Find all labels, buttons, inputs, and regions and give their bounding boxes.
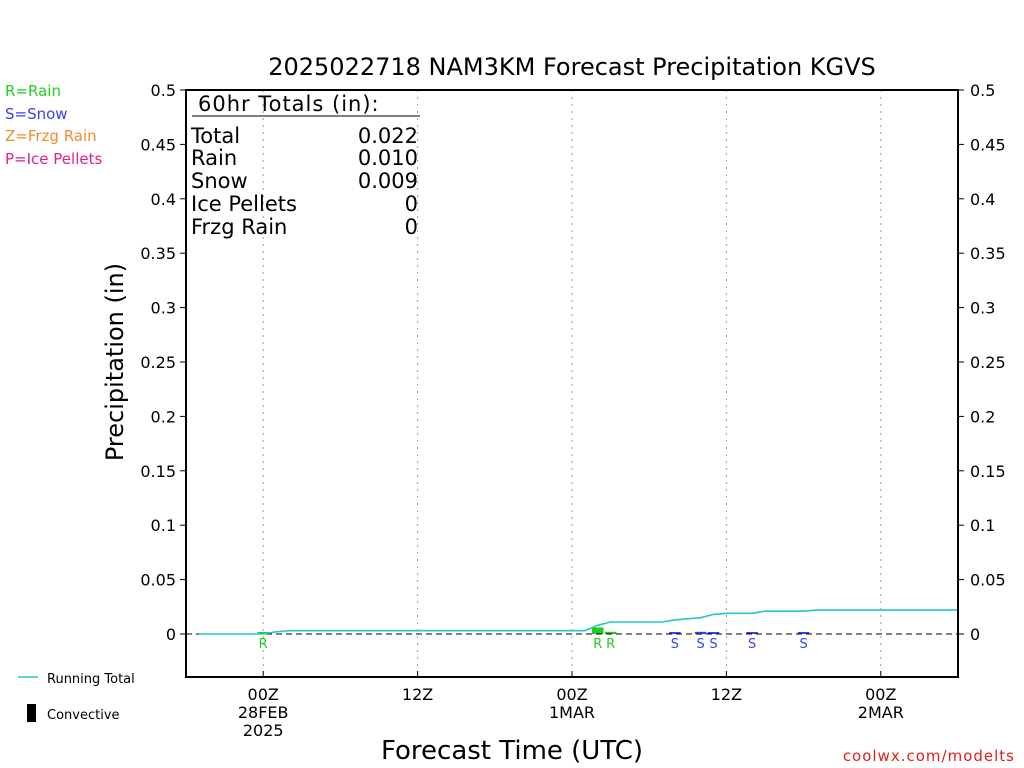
x-tick-label: 00Z xyxy=(556,685,587,704)
precip-bar xyxy=(707,632,720,634)
precip-bar xyxy=(257,632,269,634)
x-tick-label: 2MAR xyxy=(858,703,904,722)
y-tick-label: 0.3 xyxy=(151,299,176,318)
x-tick-label: 00Z xyxy=(248,685,279,704)
ptype-marker: S xyxy=(671,637,679,652)
y-tick-label-right: 0.2 xyxy=(970,407,995,426)
running-total-series xyxy=(198,609,958,635)
y-axis-ticks: 0 00.05 0.050.1 0.10.15 0.150.2 0.20.25 0.250.… xyxy=(140,81,1005,644)
x-tick-label: 28FEB xyxy=(238,703,289,722)
x-tick-label: 1MAR xyxy=(549,703,595,722)
y-tick-label-right: 0.25 xyxy=(970,353,1006,372)
y-tick-label: 0.05 xyxy=(140,571,176,590)
precip-bar xyxy=(694,631,707,634)
running-total-line xyxy=(198,609,958,635)
totals-label: Total xyxy=(190,124,240,148)
y-tick-label: 0.15 xyxy=(140,462,176,481)
y-tick-label: 0.25 xyxy=(140,353,176,372)
ptype-legend: R=Rain S=Snow Z=Frzg Rain P=Ice Pellets xyxy=(5,82,102,168)
y-tick-label: 0.45 xyxy=(140,135,176,154)
ptype-marker: S xyxy=(709,637,717,652)
ptype-marker: S xyxy=(748,637,756,652)
y-tick-label: 0 xyxy=(166,625,176,644)
totals-value: 0 xyxy=(405,192,418,216)
ptype-marker: R xyxy=(606,637,615,652)
precip-bar xyxy=(591,627,604,634)
y-tick-label-right: 0.1 xyxy=(970,516,995,535)
chart-title: 2025022718 NAM3KM Forecast Precipitation… xyxy=(268,53,876,81)
ptype-marker: S xyxy=(799,637,807,652)
y-tick-label-right: 0.15 xyxy=(970,462,1006,481)
totals-value: 0.010 xyxy=(358,146,418,170)
y-tick-label: 0.1 xyxy=(151,516,176,535)
totals-label: Frzg Rain xyxy=(191,215,287,239)
grid-lines xyxy=(262,90,882,677)
y-tick-label-right: 0.3 xyxy=(970,299,995,318)
y-tick-label-right: 0.45 xyxy=(970,135,1006,154)
legend-ice-pellets: P=Ice Pellets xyxy=(5,150,102,168)
y-tick-label: 0.4 xyxy=(151,190,176,209)
precip-bars xyxy=(257,627,810,634)
legend-snow: S=Snow xyxy=(5,105,68,123)
precip-bar xyxy=(604,631,617,634)
y-tick-label-right: 0 xyxy=(970,625,980,644)
totals-box: 60hr Totals (in): Total 0.022 Rain 0.010… xyxy=(190,92,420,239)
series-legend: Running Total Convective xyxy=(18,672,135,723)
convective-label: Convective xyxy=(47,708,120,723)
y-tick-label-right: 0.4 xyxy=(970,190,995,209)
legend-rain: R=Rain xyxy=(5,82,61,100)
precip-bar xyxy=(746,632,758,634)
running-total-label: Running Total xyxy=(47,672,135,687)
totals-value: 0 xyxy=(405,215,418,239)
y-axis-label: Precipitation (in) xyxy=(101,263,129,461)
convective-swatch xyxy=(27,704,36,722)
y-tick-label: 0.35 xyxy=(140,244,176,263)
y-tick-label-right: 0.35 xyxy=(970,244,1006,263)
x-tick-label: 00Z xyxy=(865,685,896,704)
totals-heading: 60hr Totals (in): xyxy=(198,92,380,116)
legend-freezing-rain: Z=Frzg Rain xyxy=(5,127,97,145)
totals-value: 0.022 xyxy=(358,124,418,148)
x-tick-label: 2025 xyxy=(243,721,284,740)
totals-label: Ice Pellets xyxy=(191,192,297,216)
ptype-marker: S xyxy=(697,637,705,652)
precip-bar xyxy=(797,632,810,634)
credit-text: coolwx.com/modelts xyxy=(843,747,1015,765)
y-tick-label-right: 0.5 xyxy=(970,81,995,100)
y-tick-label: 0.5 xyxy=(151,81,176,100)
y-tick-label: 0.2 xyxy=(151,407,176,426)
x-axis-label: Forecast Time (UTC) xyxy=(381,736,643,766)
totals-label: Snow xyxy=(191,169,248,193)
totals-value: 0.009 xyxy=(358,169,418,193)
x-tick-label: 12Z xyxy=(402,685,433,704)
precip-bar xyxy=(669,632,681,634)
totals-label: Rain xyxy=(191,146,237,170)
ptype-marker: R xyxy=(593,637,602,652)
y-tick-label-right: 0.05 xyxy=(970,571,1006,590)
x-tick-label: 12Z xyxy=(711,685,742,704)
ptype-marker: R xyxy=(259,637,268,652)
